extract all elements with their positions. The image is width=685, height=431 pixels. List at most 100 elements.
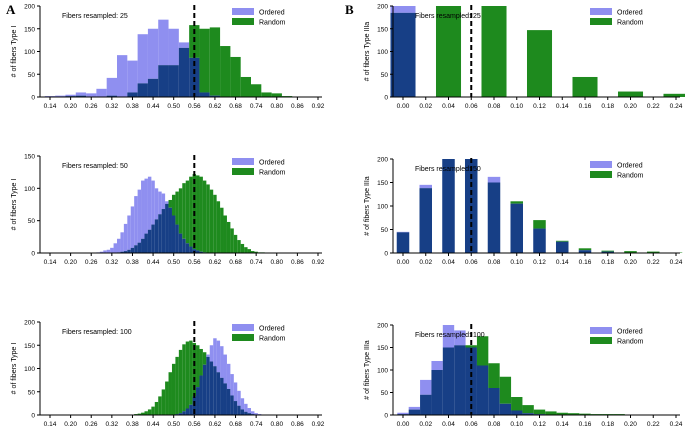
x-tick-label: 0.12 [533,259,546,266]
overlap-bar-31 [237,405,241,415]
x-tick-label: 0.86 [291,259,304,266]
ordered-bar-17 [106,249,111,253]
chart-title: Fibers resampled: 25 [415,13,481,20]
y-tick-label: 100 [24,366,35,373]
overlap-bar-29 [147,229,152,253]
x-tick-label: 0.24 [670,259,683,266]
ordered-bar-28 [226,363,231,389]
random-bar-2 [137,413,142,415]
ordered-bar-28 [144,178,148,234]
x-tick-label: 0.16 [579,421,592,428]
x-tick-label: 0.44 [147,103,160,110]
x-tick-label: 0.92 [312,421,325,428]
y-tick-label: 50 [28,218,36,225]
ordered-bar-29 [230,374,234,396]
overlap-bar-4 [487,182,501,253]
legend-swatch-ordered [590,161,612,168]
y-tick-label: 50 [381,390,389,397]
x-tick-label: 0.08 [488,421,501,428]
random-bar-59 [251,251,255,253]
x-tick-label: 0.26 [85,421,98,428]
overlap-bar-41 [189,246,193,253]
x-tick-label: 0.74 [250,421,263,428]
x-tick-label: 0.14 [44,421,57,428]
overlap-bar-7 [555,241,569,253]
random-bar-15 [199,28,210,93]
random-bar-16 [185,341,190,409]
ordered-bar-5 [96,88,107,97]
x-tick-label: 0.04 [442,103,455,110]
legend-label-ordered: Ordered [617,163,643,170]
chart-title: Fibers resampled: 100 [62,329,132,336]
random-bar-1 [435,6,462,97]
random-bar-4 [572,76,598,97]
ordered-bar-2 [420,379,432,395]
ordered-bar-18 [110,247,114,253]
y-tick-label: 200 [377,157,388,164]
legend-label-ordered: Ordered [259,160,285,167]
ordered-bar-32 [240,398,245,410]
x-tick-label: 0.04 [442,421,455,428]
random-bar-8 [158,396,162,415]
ordered-bar-24 [213,338,217,367]
random-bar-8 [488,363,500,388]
x-tick-label: 0.24 [670,421,683,428]
overlap-bar-22 [206,356,210,416]
x-tick-label: 0.20 [64,421,77,428]
overlap-bar-11 [522,413,534,415]
x-tick-label: 0.38 [126,421,139,428]
random-bar-6 [465,345,477,348]
random-bar-55 [237,240,241,253]
random-bar-6 [533,220,546,229]
ordered-bar-30 [233,382,238,402]
random-bar-3 [141,412,145,415]
random-bar-56 [240,243,245,253]
random-bar-12 [533,409,546,415]
y-tick-label: 200 [377,323,388,330]
y-axis-label: # of fibers Type IIIa [364,22,371,82]
random-bar-21 [261,92,272,97]
chart-title: Fibers resampled: 100 [415,332,485,339]
chart-b2: 0 50 100 150 200 0.00 0.02 0.04 0.06 0.08 0.10 0.12… [364,157,683,267]
x-tick-label: 0.38 [126,259,139,266]
y-tick-label: 100 [377,49,388,56]
overlap-bar-21 [202,364,207,415]
random-bar-17 [189,340,193,405]
random-bar-10 [511,397,523,411]
x-tick-label: 0.86 [291,103,304,110]
x-tick-label: 0.14 [556,259,569,266]
x-tick-label: 0.14 [556,103,569,110]
overlap-bar-4 [442,347,455,415]
legend-label-ordered: Ordered [617,10,643,17]
y-tick-label: 150 [377,180,388,187]
random-bar-43 [196,175,200,251]
ordered-bar-24 [130,206,135,248]
x-tick-label: 0.20 [624,103,637,110]
overlap-bar-33 [161,209,166,253]
random-bar-14 [178,349,183,414]
x-tick-label: 0.32 [106,259,119,266]
y-axis-label: # of fibers Type I [11,179,18,231]
random-bar-18 [230,56,241,97]
overlap-bar-15 [199,92,210,97]
overlap-bar-26 [220,377,224,415]
overlap-bar-14 [178,413,183,415]
random-bar-17 [220,46,231,97]
random-bar-21 [202,352,207,365]
x-tick-label: 0.18 [601,421,614,428]
y-axis-label: # of fibers Type I [11,26,18,78]
chart-title: Fibers resampled: 50 [62,163,128,170]
ordered-bar-15 [99,251,104,253]
chart-a3: 0 50 100 150 200 0.14 0.20 0.26 0.32 0.38 0.44 0.50… [11,320,325,429]
overlap-bar-5 [510,203,523,253]
ordered-bar-26 [220,346,224,378]
ordered-bar-25 [134,196,138,246]
panel-label-b: B [345,2,354,17]
overlap-bar-17 [189,404,193,415]
random-bar-51 [223,215,227,253]
y-tick-label: 0 [384,95,388,102]
overlap-bar-24 [213,366,217,415]
random-bar-45 [202,180,207,253]
x-tick-label: 0.14 [44,259,57,266]
